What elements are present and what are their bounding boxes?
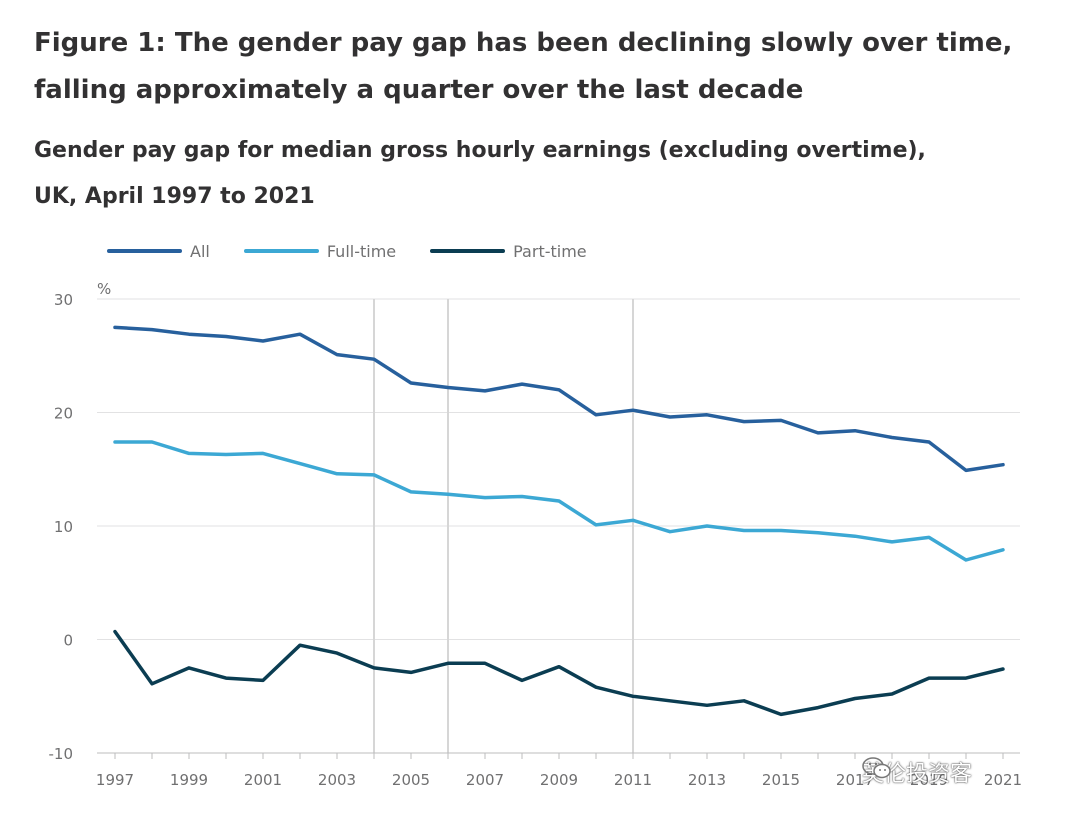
x-tick-label: 2001 <box>244 771 282 789</box>
x-tick-label: 2021 <box>984 771 1022 789</box>
x-tick-label: 2009 <box>540 771 578 789</box>
legend-label-all: All <box>190 241 210 261</box>
x-tick-label: 2017 <box>836 771 874 789</box>
figure-title: Figure 1: The gender pay gap has been de… <box>34 20 1034 114</box>
y-tick-label: 0 <box>63 632 73 650</box>
x-tick-label: 1999 <box>170 771 208 789</box>
chart-subtitle-line-1: Gender pay gap for median gross hourly e… <box>34 138 926 163</box>
y-axis-label: % <box>97 280 111 298</box>
x-tick-label: 2019 <box>910 771 948 789</box>
wechat-icon <box>862 757 891 779</box>
series-line-full-time <box>113 440 1005 562</box>
legend-swatch-full-time <box>243 249 319 253</box>
x-tick-label: 2003 <box>318 771 356 789</box>
figure-title-line-2: falling approximately a quarter over the… <box>34 75 804 105</box>
series-line-all <box>113 325 1005 473</box>
legend-swatch-all <box>107 249 182 253</box>
x-tick-label: 2011 <box>614 771 652 789</box>
watermark: 英伦投资客 <box>862 756 972 788</box>
x-tick-label: 2015 <box>762 771 800 789</box>
x-tick-label: 2007 <box>466 771 504 789</box>
legend-item-full-time[interactable]: Full-time <box>243 241 397 261</box>
x-tick-label: 2013 <box>688 771 726 789</box>
series-line-part-time <box>113 629 1005 717</box>
chart-subtitle: Gender pay gap for median gross hourly e… <box>34 128 1034 220</box>
y-tick-label: 20 <box>54 405 73 423</box>
chart-subtitle-line-2: UK, April 1997 to 2021 <box>34 184 315 209</box>
chart-legend: All Full-time Part-time <box>107 239 621 263</box>
y-tick-label: 10 <box>54 518 73 536</box>
legend-label-full-time: Full-time <box>326 241 397 261</box>
legend-label-part-time: Part-time <box>513 241 587 261</box>
x-tick-label: 1997 <box>96 771 134 789</box>
figure-title-line-1: Figure 1: The gender pay gap has been de… <box>34 28 1013 58</box>
legend-item-part-time[interactable]: Part-time <box>430 242 587 261</box>
x-tick-label: 2005 <box>392 771 430 789</box>
y-tick-label: 30 <box>54 291 73 309</box>
legend-swatch-part-time <box>430 249 506 253</box>
legend-item-all[interactable]: All <box>107 242 210 261</box>
y-tick-label: -10 <box>49 745 74 763</box>
